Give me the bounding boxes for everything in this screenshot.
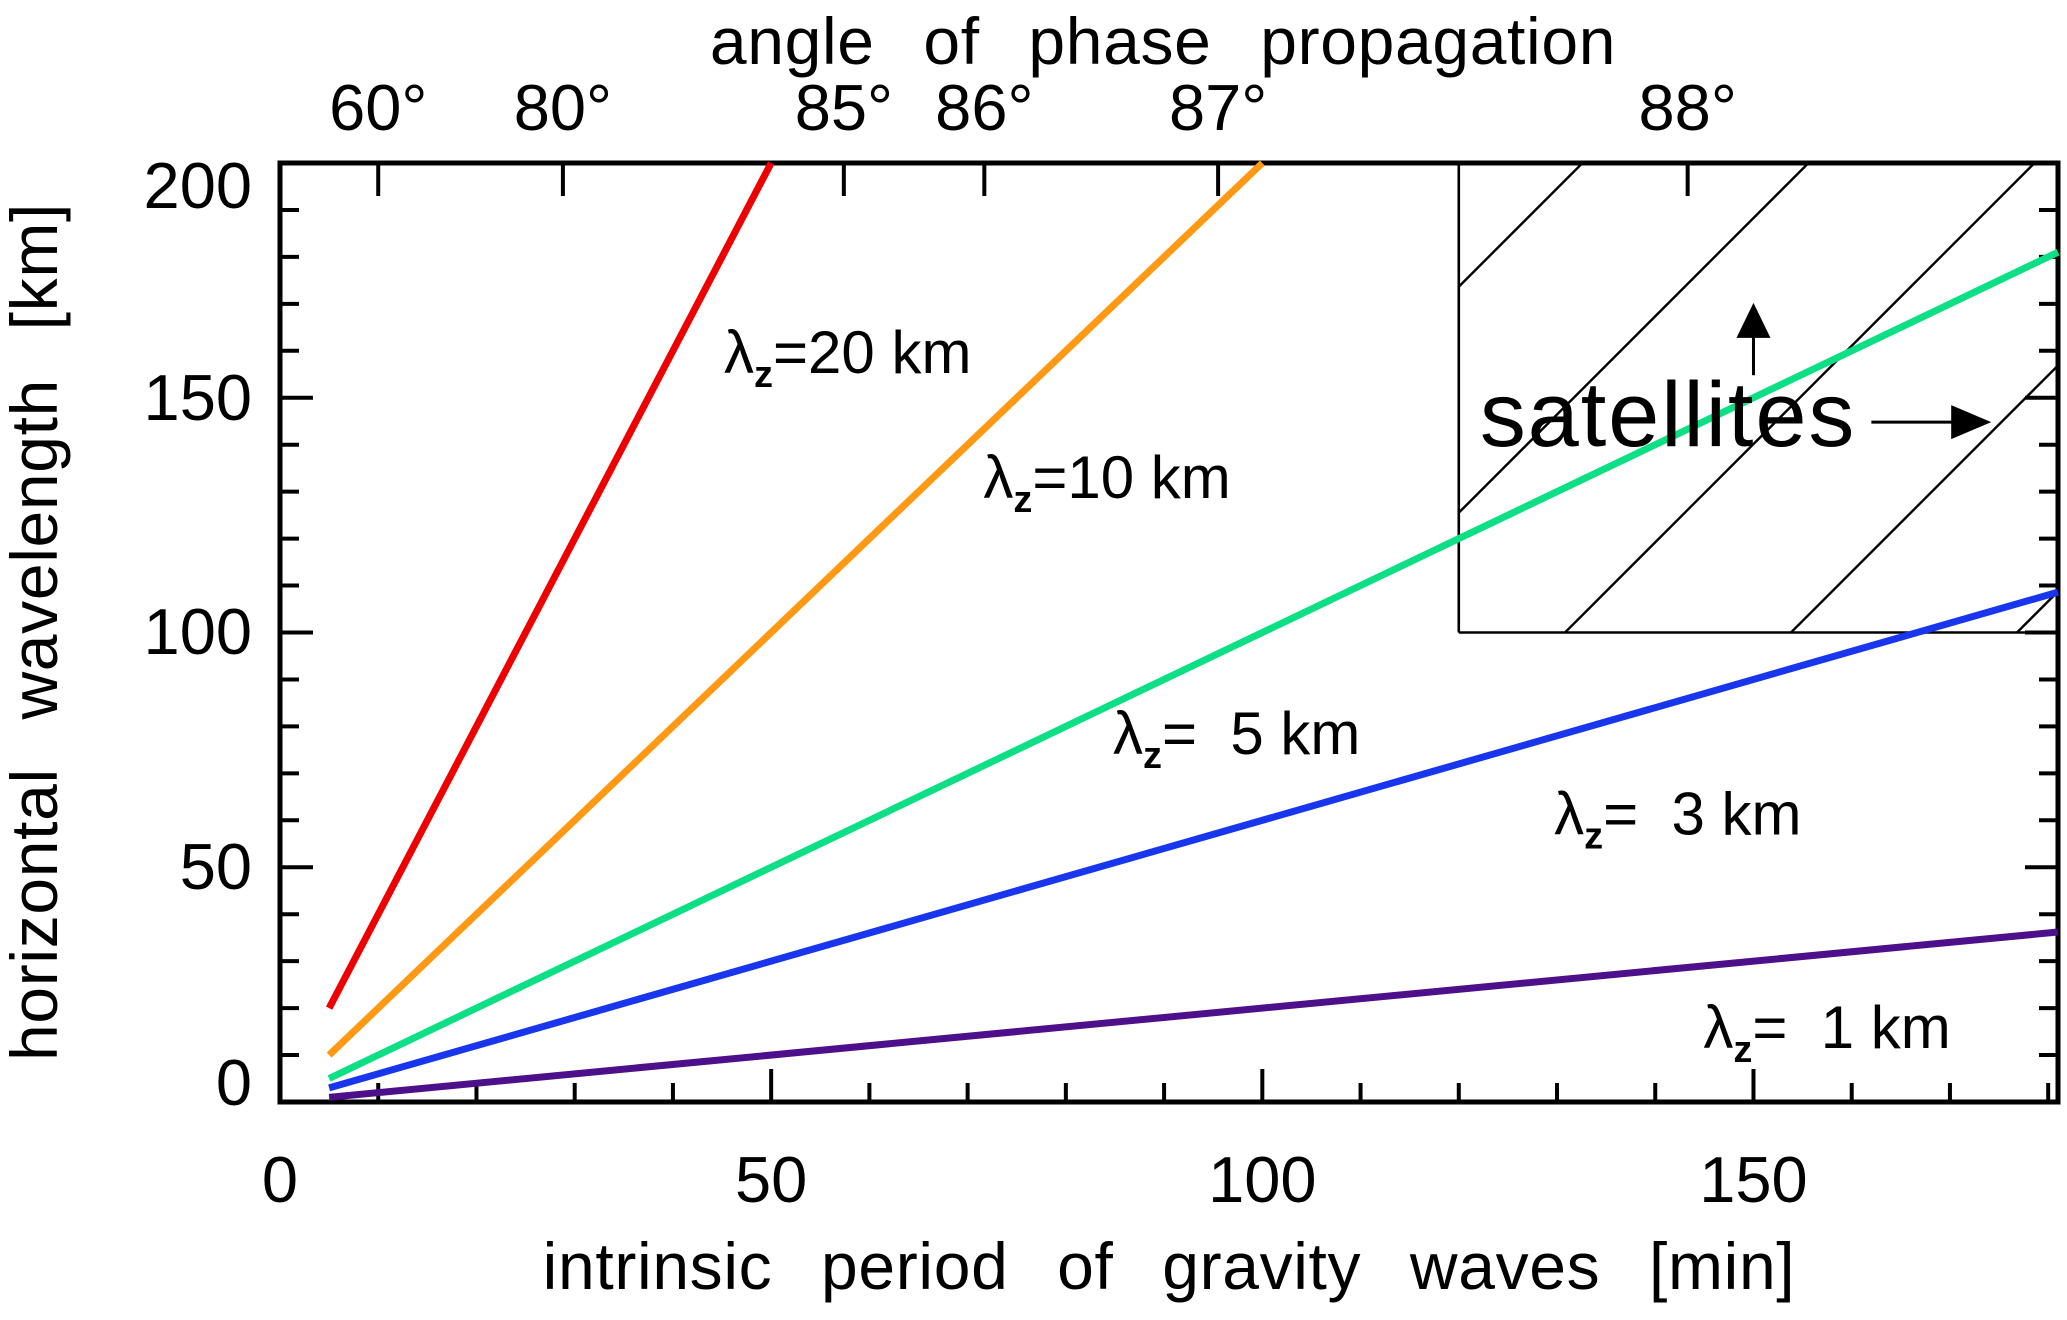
series-line-lambda-3km [328,588,2059,1092]
y-tick-label: 50 [180,830,252,903]
up-arrow-head [1736,302,1771,338]
axes-group [277,160,2061,1105]
series-label-lambda-3km: λz= 3 km [1554,780,1801,857]
hatch-line [1458,163,1584,289]
satellites-label: satellites [1480,364,1856,466]
top-axis-tick-label: 80° [514,71,612,144]
top-axis-tick-label: 86° [935,71,1033,144]
hatch-line [1564,163,2036,633]
series-line-lambda-1km [328,928,2059,1101]
x-tick-label: 150 [1699,1143,1807,1216]
y-tick-label: 0 [216,1046,252,1119]
series-line-lambda-5km [327,249,2060,1082]
x-tick-label: 100 [1208,1143,1316,1216]
series-label-lambda-10km: λz=10 km [983,444,1230,521]
hatch-line [1458,163,1810,515]
labels-group: 0 50 100 150 200 0 50 100 150 60° 80° 85° 86° 87° 88° λ… [144,71,1992,1216]
series-label-lambda-20km: λz=20 km [724,319,971,396]
y-tick-label: 100 [144,595,252,668]
y-axis-title: horizontal wavelength [km] [0,203,71,1061]
series-group [326,160,2060,1101]
right-arrow-head [1951,405,1992,440]
x-tick-label: 0 [262,1143,298,1216]
series-label-lambda-1km: λz= 1 km [1703,994,1950,1071]
top-axis-title: angle of phase propagation [710,4,1616,78]
top-axis-tick-label: 60° [329,71,427,144]
y-tick-label: 150 [144,361,252,434]
y-tick-label: 200 [144,149,252,222]
series-line-lambda-10km [326,160,1265,1058]
top-axis-tick-label: 87° [1169,71,1267,144]
top-axis-tick-label: 88° [1639,71,1737,144]
x-tick-label: 50 [735,1143,807,1216]
series-label-lambda-5km: λz= 5 km [1113,700,1360,777]
series-line-lambda-20km [326,161,775,1010]
top-axis-tick-label: 85° [795,71,893,144]
x-axis-title: intrinsic period of gravity waves [min] [543,1229,1796,1303]
